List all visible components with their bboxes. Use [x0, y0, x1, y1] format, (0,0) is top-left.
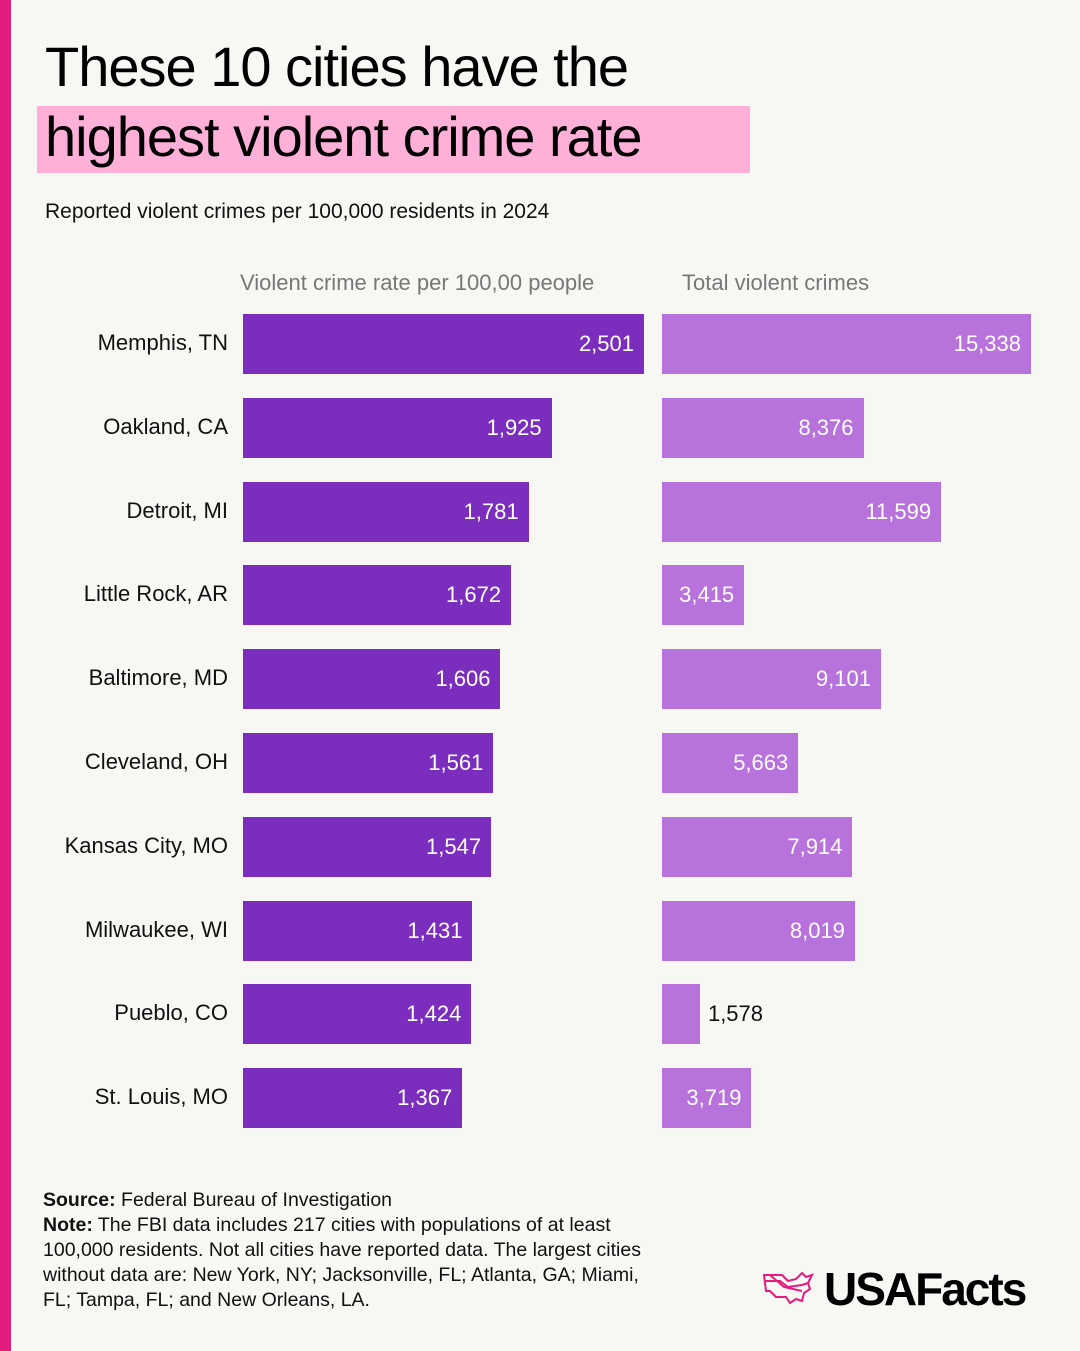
source-label: Source:: [43, 1189, 116, 1211]
city-label: Pueblo, CO: [114, 1000, 228, 1026]
rate-bar: [243, 900, 473, 961]
city-label: Memphis, TN: [97, 330, 228, 355]
rate-value-label: 1,424: [406, 1001, 462, 1027]
source-line: Source: Federal Bureau of Investigation: [43, 1188, 643, 1213]
total-bar: [662, 314, 1031, 374]
rate-bar: [243, 481, 529, 542]
total-bar: [662, 1068, 752, 1129]
city-label: Little Rock, AR: [83, 581, 228, 607]
total-bar: [662, 733, 799, 793]
total-bar: [662, 900, 855, 961]
total-bar: [662, 984, 700, 1045]
total-bar: [662, 649, 881, 710]
total-value-label: 15,338: [953, 331, 1021, 356]
city-label: Baltimore, MD: [88, 665, 228, 691]
city-label: Cleveland, OH: [84, 749, 228, 774]
city-label: Kansas City, MO: [64, 832, 228, 858]
rate-bar: [243, 314, 644, 374]
rate-value-label: 1,547: [425, 833, 482, 859]
note-label: Note:: [43, 1214, 93, 1236]
title-highlight: [37, 106, 750, 173]
us-map-icon: [762, 1271, 814, 1305]
city-label: Detroit, MI: [126, 497, 228, 523]
total-value-label: 9,101: [815, 666, 871, 692]
total-bar: [662, 565, 745, 626]
accent-stripe: [0, 0, 11, 1351]
rate-bar: [243, 397, 552, 458]
city-label: Oakland, CA: [103, 413, 228, 439]
logo-text: USAFacts: [824, 1263, 1027, 1315]
rate-bar: [243, 984, 472, 1045]
total-value-label: 8,019: [789, 917, 845, 943]
column-header-rate: Violent crime rate per 100,00 people: [240, 270, 595, 295]
total-value-label: 3,719: [686, 1085, 742, 1111]
column-header-total: Total violent crimes: [682, 270, 870, 295]
total-bar: [662, 816, 853, 877]
source-text: Federal Bureau of Investigation: [115, 1189, 393, 1211]
total-value-label: 7,914: [787, 833, 843, 859]
subtitle: Reported violent crimes per 100,000 resi…: [45, 200, 550, 223]
rate-value-label: 1,431: [407, 917, 463, 943]
rate-bar: [243, 733, 494, 793]
total-value-label: 3,415: [679, 582, 735, 608]
total-value-label: 11,599: [865, 498, 932, 524]
usafacts-logo: USAFacts: [762, 1262, 1027, 1316]
city-label: St. Louis, MO: [94, 1084, 228, 1110]
total-value-label: 1,578: [707, 1001, 764, 1027]
total-bar: [662, 481, 942, 542]
rate-value-label: 2,501: [578, 331, 634, 356]
rate-value-label: 1,367: [397, 1085, 453, 1111]
city-label: Milwaukee, WI: [84, 916, 228, 942]
note-text: The FBI data includes 217 cities with po…: [43, 1214, 641, 1311]
title-line-1: These 10 cities have the: [45, 35, 629, 98]
rate-bar: [243, 649, 501, 710]
rate-value-label: 1,925: [486, 414, 542, 440]
title-line-2: highest violent crime rate: [45, 105, 643, 168]
rate-value-label: 1,781: [463, 498, 519, 524]
rate-value-label: 1,606: [435, 666, 491, 692]
note-line: Note: The FBI data includes 217 cities w…: [43, 1213, 643, 1313]
total-value-label: 5,663: [733, 750, 789, 775]
rate-value-label: 1,672: [446, 582, 502, 608]
rate-bar: [243, 565, 512, 626]
total-bar: [662, 397, 864, 458]
footer-notes: Source: Federal Bureau of Investigation …: [43, 1188, 643, 1313]
rate-value-label: 1,561: [428, 750, 484, 775]
total-value-label: 8,376: [798, 414, 854, 440]
rate-bar: [243, 816, 492, 877]
rate-bar: [243, 1068, 463, 1129]
